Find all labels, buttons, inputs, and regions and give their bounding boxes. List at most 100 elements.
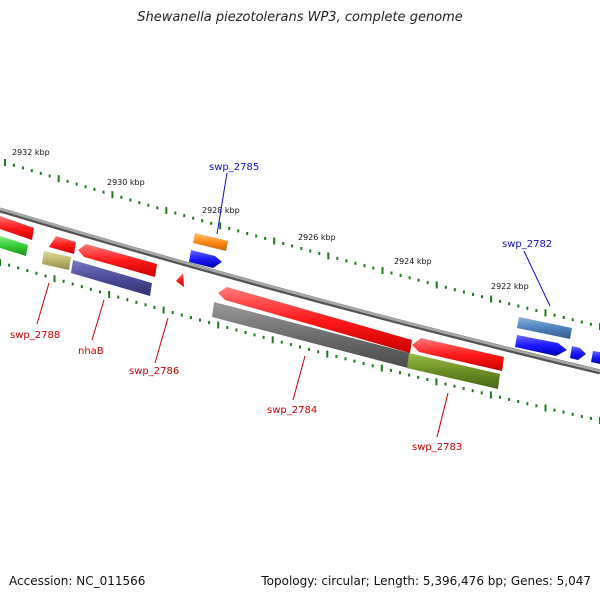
leader-nhaB xyxy=(91,299,105,341)
outer-scale-minor-tick xyxy=(282,242,285,245)
gene-swp_2785-companion[interactable] xyxy=(189,250,222,268)
inner-scale-minor-tick xyxy=(389,368,392,372)
label-swp_2785[interactable]: swp_2785 xyxy=(209,162,259,173)
outer-scale-minor-tick xyxy=(553,313,556,317)
outer-scale-minor-tick xyxy=(426,281,429,285)
inner-scale-minor-tick xyxy=(499,395,501,399)
inner-scale-minor-tick xyxy=(253,333,256,337)
gene-small-blue-2[interactable] xyxy=(591,351,600,364)
inner-scale-minor-tick xyxy=(62,279,65,283)
inner-scale-minor-tick xyxy=(535,404,538,408)
label-nhaB[interactable]: nhaB xyxy=(78,346,104,357)
inner-scale-minor-tick xyxy=(99,290,101,294)
inner-scale-minor-tick xyxy=(444,382,447,386)
inner-scale-major-tick xyxy=(108,291,111,298)
label-swp_2786[interactable]: swp_2786 xyxy=(129,366,179,377)
gene-swp_2788-red[interactable] xyxy=(49,236,76,254)
outer-scale-major-tick xyxy=(111,191,114,199)
inner-scale-minor-tick xyxy=(517,400,520,403)
genome-backbone-highlight xyxy=(0,207,600,373)
outer-scale-minor-tick xyxy=(129,198,132,202)
outer-scale-minor-tick xyxy=(192,216,195,220)
outer-scale-minor-tick xyxy=(201,219,204,223)
inner-scale-major-tick xyxy=(380,364,383,372)
scale-label-2930: 2930 kbp xyxy=(107,178,145,187)
label-swp_2788[interactable]: swp_2788 xyxy=(10,330,60,341)
gene-swp_2784-red[interactable] xyxy=(218,287,412,353)
leader-swp_2784 xyxy=(292,355,306,401)
inner-scale-minor-tick xyxy=(571,412,574,416)
gene-swp_2784[interactable] xyxy=(212,302,410,368)
outer-scale-minor-tick xyxy=(39,171,42,175)
outer-scale-minor-tick xyxy=(210,221,213,225)
label-swp_2783[interactable]: swp_2783 xyxy=(412,442,462,453)
outer-scale-minor-tick xyxy=(372,266,375,270)
label-swp_2782[interactable]: swp_2782 xyxy=(502,239,552,250)
gene-red-left-edge[interactable] xyxy=(0,216,34,240)
gene-nhaB[interactable] xyxy=(71,260,152,296)
outer-scale-minor-tick xyxy=(183,214,186,218)
outer-scale-minor-tick xyxy=(228,226,231,230)
inner-scale-minor-tick xyxy=(289,343,292,347)
inner-scale-major-tick xyxy=(435,378,438,386)
inner-scale-minor-tick xyxy=(80,285,83,289)
outer-scale-minor-tick xyxy=(309,249,312,253)
outer-scale-minor-tick xyxy=(526,306,529,310)
inner-scale-major-tick xyxy=(217,321,220,329)
inner-scale-minor-tick xyxy=(362,362,365,365)
inner-scale-minor-tick xyxy=(262,335,265,339)
outer-scale-major-tick xyxy=(327,252,330,260)
outer-scale-minor-tick xyxy=(48,174,51,178)
scale-label-2922: 2922 kbp xyxy=(491,282,529,291)
inner-scale-minor-tick xyxy=(426,378,429,381)
outer-scale-minor-tick xyxy=(93,187,96,191)
gene-swp_2785[interactable] xyxy=(193,233,228,251)
gene-swp_2783[interactable] xyxy=(407,353,500,389)
inner-scale-minor-tick xyxy=(235,328,238,332)
label-swp_2784[interactable]: swp_2784 xyxy=(267,405,317,416)
gene-swp_2783-red[interactable] xyxy=(412,338,504,371)
outer-scale-minor-tick xyxy=(571,318,574,322)
gene-small-blue-1[interactable] xyxy=(570,346,586,360)
outer-scale-minor-tick xyxy=(499,299,502,303)
outer-scale-major-tick xyxy=(273,237,276,245)
inner-scale-minor-tick xyxy=(553,408,556,412)
gene-green-left-edge[interactable] xyxy=(0,236,28,256)
gene-swp_2782-companion[interactable] xyxy=(515,335,567,356)
outer-scale-minor-tick xyxy=(120,195,123,199)
gene-nhaB-red[interactable] xyxy=(78,244,157,277)
scale-label-2924: 2924 kbp xyxy=(394,257,432,266)
scale-label-2926: 2926 kbp xyxy=(298,233,336,242)
gene-swp_2786[interactable] xyxy=(176,273,184,287)
inner-scale-minor-tick xyxy=(17,266,20,270)
outer-scale-minor-tick xyxy=(472,292,474,296)
inner-scale-minor-tick xyxy=(580,414,583,418)
inner-scale-minor-tick xyxy=(171,311,174,314)
outer-scale-major-tick xyxy=(490,295,493,303)
leader-swp_2783 xyxy=(436,392,449,438)
inner-scale-minor-tick xyxy=(371,364,374,368)
outer-scale-major-tick xyxy=(544,309,547,317)
outer-scale-minor-tick xyxy=(336,256,339,260)
inner-scale-minor-tick xyxy=(317,350,320,354)
scale-label-2932: 2932 kbp xyxy=(12,148,50,157)
outer-scale-major-tick xyxy=(4,159,6,166)
outer-scale-major-tick xyxy=(381,267,384,275)
inner-scale-ticks xyxy=(0,259,600,424)
outer-scale-minor-tick xyxy=(156,206,159,210)
gene-swp_2788[interactable] xyxy=(42,251,71,270)
inner-scale-minor-tick xyxy=(89,287,92,291)
inner-scale-minor-tick xyxy=(308,347,311,351)
gene-swp_2782[interactable] xyxy=(517,317,572,339)
inner-scale-minor-tick xyxy=(589,416,592,420)
inner-scale-major-tick xyxy=(489,391,492,399)
outer-scale-minor-tick xyxy=(390,271,393,275)
outer-scale-minor-tick xyxy=(580,320,583,324)
outer-scale-minor-tick xyxy=(562,316,565,319)
inner-scale-minor-tick xyxy=(135,300,138,304)
outer-scale-minor-tick xyxy=(535,309,538,313)
accession-text: Accession: NC_011566 xyxy=(9,574,146,588)
inner-scale-minor-tick xyxy=(244,331,247,334)
leader-swp_2786 xyxy=(154,317,169,364)
